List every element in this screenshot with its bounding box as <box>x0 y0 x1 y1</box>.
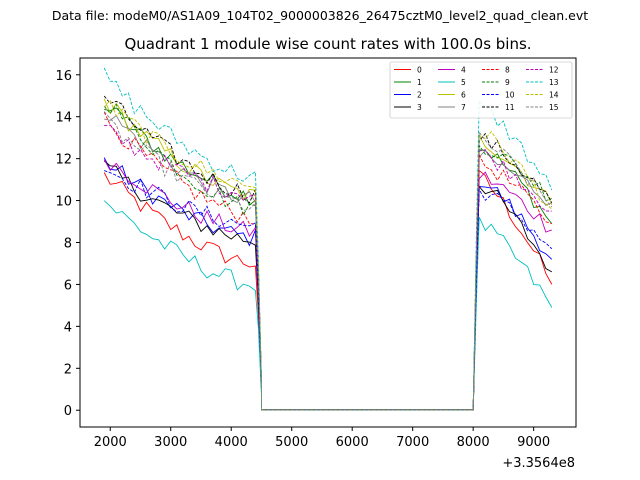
legend-label-12: 12 <box>549 65 559 74</box>
y-tick-label: 6 <box>64 278 72 293</box>
y-tick-label: 14 <box>55 111 72 126</box>
legend-label-9: 9 <box>505 78 510 87</box>
y-tick-label: 10 <box>55 195 72 210</box>
legend-label-0: 0 <box>417 65 422 74</box>
legend-label-14: 14 <box>549 90 559 99</box>
legend-label-13: 13 <box>549 78 559 87</box>
x-tick-label: 2000 <box>94 435 127 450</box>
y-tick-label: 0 <box>64 404 72 419</box>
x-tick-label: 5000 <box>275 435 308 450</box>
x-tick-label: 4000 <box>215 435 248 450</box>
y-tick-label: 4 <box>64 320 72 335</box>
plot-frame <box>79 57 577 428</box>
legend-label-10: 10 <box>505 90 515 99</box>
chart-suptitle: Data file: modeM0/AS1A09_104T02_90000038… <box>52 8 588 23</box>
y-tick-label: 2 <box>64 362 72 377</box>
legend-label-15: 15 <box>549 103 559 112</box>
series-line-10 <box>104 170 553 411</box>
x-tick-label: 6000 <box>336 435 369 450</box>
plot-area <box>80 58 576 427</box>
y-tick-label: 12 <box>55 153 72 168</box>
y-tick-label: 16 <box>55 69 72 84</box>
legend-label-8: 8 <box>505 65 510 74</box>
chart-title: Quadrant 1 module wise count rates with … <box>124 35 531 53</box>
x-axis-offset-label: +3.3564e8 <box>502 456 575 471</box>
y-tick-label: 8 <box>64 237 72 252</box>
legend-label-2: 2 <box>417 90 422 99</box>
x-tick-label: 9000 <box>517 435 550 450</box>
x-tick-label: 8000 <box>457 435 490 450</box>
y-axis: 0 2 4 6 8 10 12 14 16 <box>55 69 80 419</box>
legend-label-3: 3 <box>417 103 422 112</box>
series-layer <box>103 67 553 411</box>
legend-label-5: 5 <box>461 78 466 87</box>
series-line-15 <box>103 111 553 411</box>
legend-label-1: 1 <box>417 78 422 87</box>
x-tick-label: 3000 <box>154 435 187 450</box>
legend-label-4: 4 <box>461 65 466 74</box>
legend-label-11: 11 <box>505 103 515 112</box>
legend-box <box>389 61 573 119</box>
legend-label-7: 7 <box>461 103 466 112</box>
x-tick-label: 7000 <box>396 435 429 450</box>
x-axis: 2000 3000 4000 5000 6000 7000 8000 9000 <box>94 427 550 450</box>
legend-label-6: 6 <box>461 90 466 99</box>
